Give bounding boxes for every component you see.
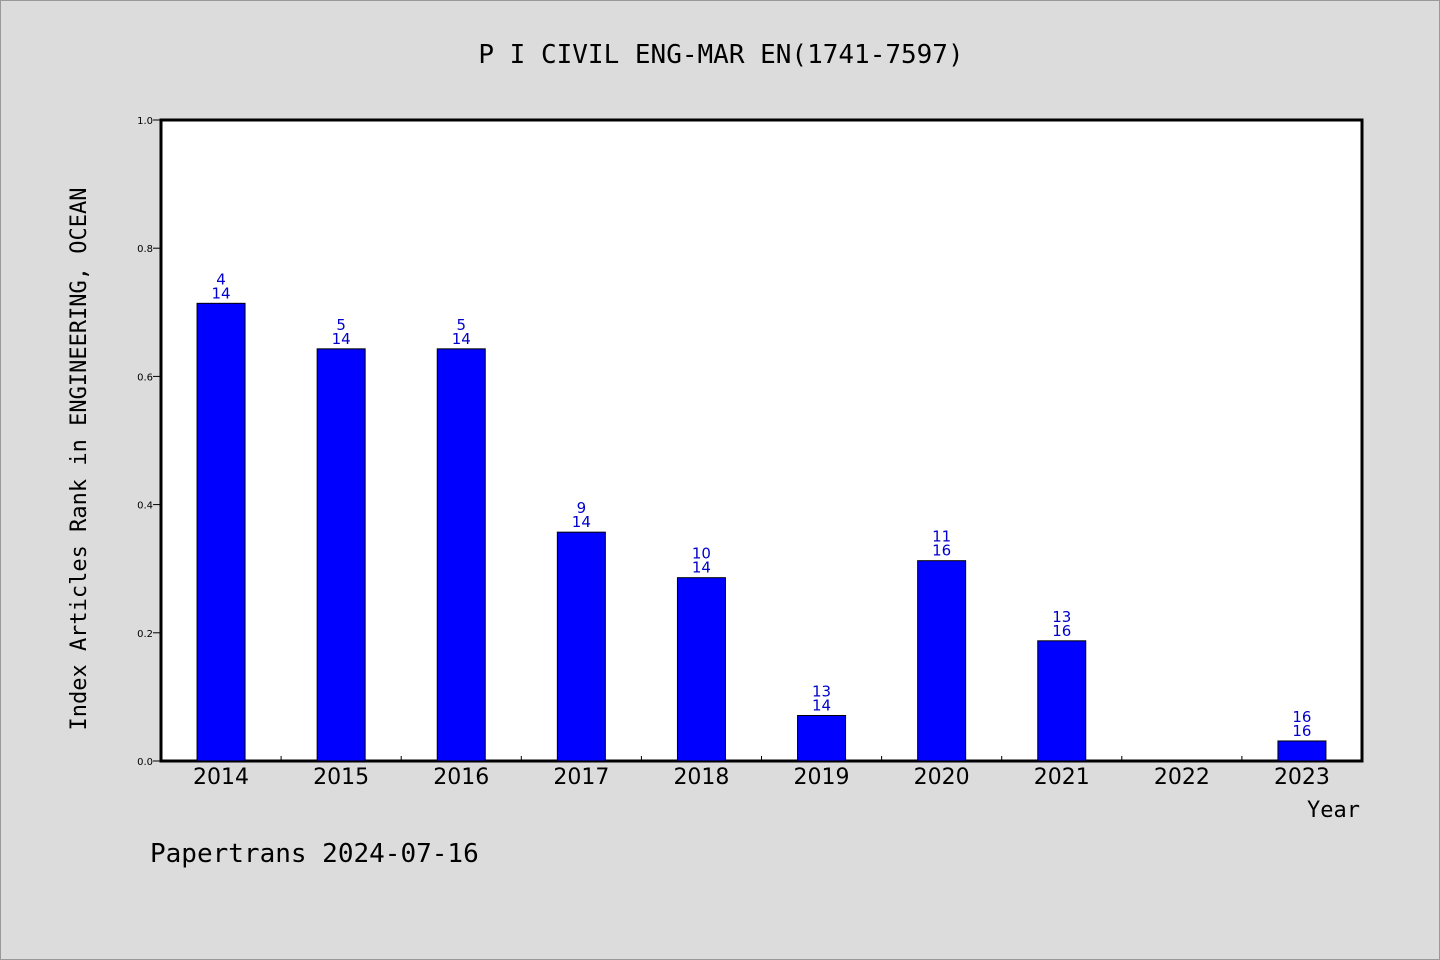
bar bbox=[1037, 640, 1087, 762]
footer-credit: Papertrans 2024-07-16 bbox=[150, 839, 479, 869]
data-label-rank: 13 bbox=[1052, 608, 1071, 626]
bar bbox=[917, 560, 967, 762]
bar bbox=[676, 577, 726, 762]
data-label-rank: 16 bbox=[1292, 708, 1311, 726]
bar bbox=[797, 714, 847, 762]
data-label-rank: 5 bbox=[336, 316, 346, 334]
y-tick-label: 0.4 bbox=[137, 501, 153, 512]
x-tick-label: 2023 bbox=[1274, 765, 1330, 790]
y-axis-label: Index Articles Rank in ENGINEERING, OCEA… bbox=[67, 187, 92, 730]
x-axis-label: Year bbox=[1307, 798, 1360, 823]
x-tick-label: 2021 bbox=[1034, 765, 1090, 790]
data-label-total: 16 bbox=[932, 542, 951, 560]
chart-title: P I CIVIL ENG-MAR EN(1741-7597) bbox=[478, 40, 963, 70]
data-label-total: 14 bbox=[572, 513, 591, 531]
x-tick-label: 2022 bbox=[1154, 765, 1210, 790]
x-tick-label: 2018 bbox=[673, 765, 729, 790]
data-label-total: 14 bbox=[692, 559, 711, 577]
y-axis: 0.0 0.2 0.4 0.6 0.8 1.0 bbox=[137, 116, 161, 768]
x-tick-label: 2015 bbox=[313, 765, 369, 790]
y-tick-label: 0.6 bbox=[137, 372, 153, 383]
bar bbox=[196, 302, 246, 762]
data-label-rank: 4 bbox=[216, 270, 226, 288]
x-tick-label: 2016 bbox=[433, 765, 489, 790]
x-tick-label: 2019 bbox=[794, 765, 850, 790]
data-label-rank: 11 bbox=[932, 528, 951, 546]
x-tick-label: 2017 bbox=[553, 765, 609, 790]
x-tick-label: 2014 bbox=[193, 765, 249, 790]
data-label-total: 14 bbox=[212, 284, 231, 302]
y-tick-label: 0.2 bbox=[137, 629, 153, 640]
bar bbox=[316, 348, 366, 762]
data-label-total: 14 bbox=[452, 330, 471, 348]
data-label-total: 14 bbox=[332, 330, 351, 348]
data-label-total: 16 bbox=[1292, 722, 1311, 740]
data-label-rank: 9 bbox=[577, 499, 587, 517]
y-tick-label: 0.0 bbox=[137, 757, 153, 768]
bar bbox=[1277, 740, 1327, 762]
y-tick-label: 1.0 bbox=[137, 116, 153, 127]
x-axis: 2014 2015 2016 2017 2018 2019 2020 2021 2022 2023 bbox=[193, 756, 1330, 790]
data-label-total: 16 bbox=[1052, 622, 1071, 640]
data-label-rank: 10 bbox=[692, 545, 711, 563]
y-tick-label: 0.8 bbox=[137, 244, 153, 255]
x-tick-label: 2020 bbox=[914, 765, 970, 790]
data-label-rank: 5 bbox=[456, 316, 466, 334]
bar bbox=[436, 348, 486, 762]
bar bbox=[556, 531, 606, 762]
data-label-total: 14 bbox=[812, 696, 831, 714]
data-label-rank: 13 bbox=[812, 682, 831, 700]
